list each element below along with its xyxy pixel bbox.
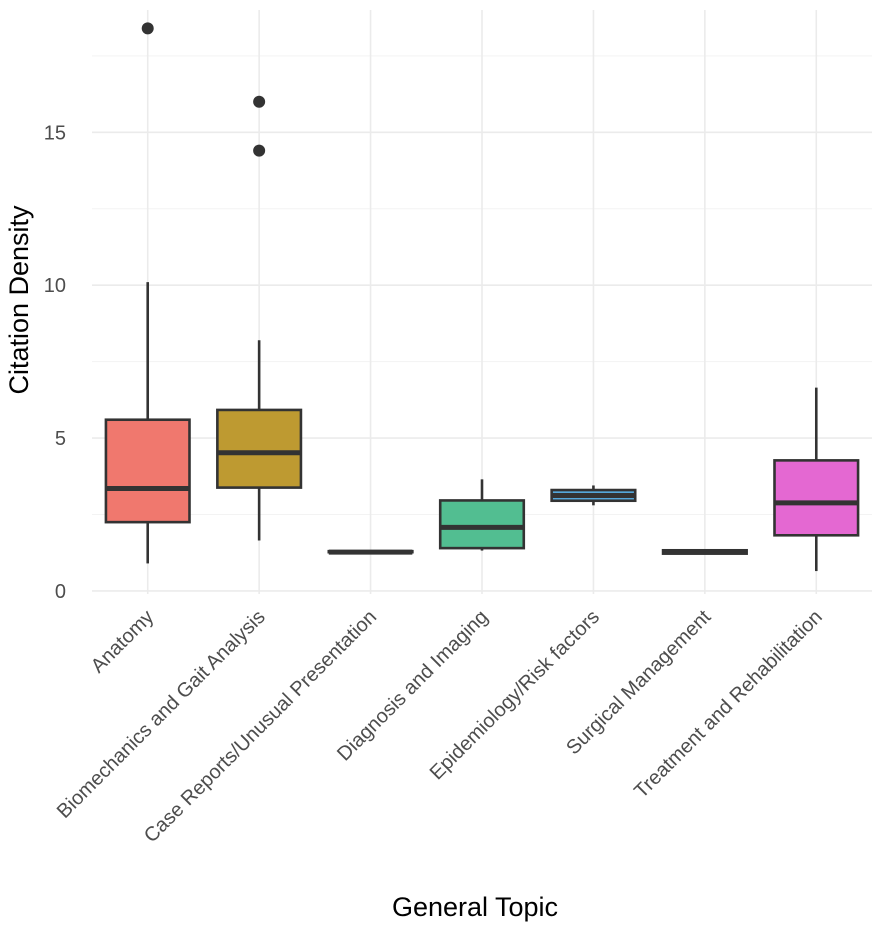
- box-iqr: [438, 499, 526, 550]
- box-1: [216, 95, 303, 541]
- x-tick-label: Case Reports/Unusual Presentation: [140, 606, 381, 847]
- box-iqr: [104, 418, 191, 524]
- box-2: [327, 549, 414, 555]
- box-5: [661, 548, 748, 555]
- boxes: [104, 22, 860, 572]
- y-tick-label: 15: [44, 122, 66, 144]
- y-axis-title: Citation Density: [4, 205, 34, 395]
- x-tick-label: Biomechanics and Gait Analysis: [53, 606, 270, 823]
- x-tick-label: Anatomy: [87, 606, 158, 677]
- box-6: [773, 387, 860, 572]
- box-iqr: [773, 459, 860, 537]
- y-axis-ticks: 0 5 10 15: [44, 122, 66, 603]
- box-0: [104, 22, 191, 564]
- x-tick-label: Treatment and Rehabilitation: [630, 606, 827, 803]
- x-axis-title: General Topic: [392, 892, 558, 922]
- y-tick-label: 5: [55, 428, 66, 450]
- outlier-point: [253, 95, 266, 108]
- box-iqr: [216, 408, 303, 489]
- box-3: [438, 479, 526, 551]
- outlier-point: [253, 144, 266, 157]
- box-4: [550, 485, 637, 506]
- outlier-point: [141, 22, 154, 35]
- y-tick-label: 10: [44, 275, 66, 297]
- y-tick-label: 0: [55, 581, 66, 603]
